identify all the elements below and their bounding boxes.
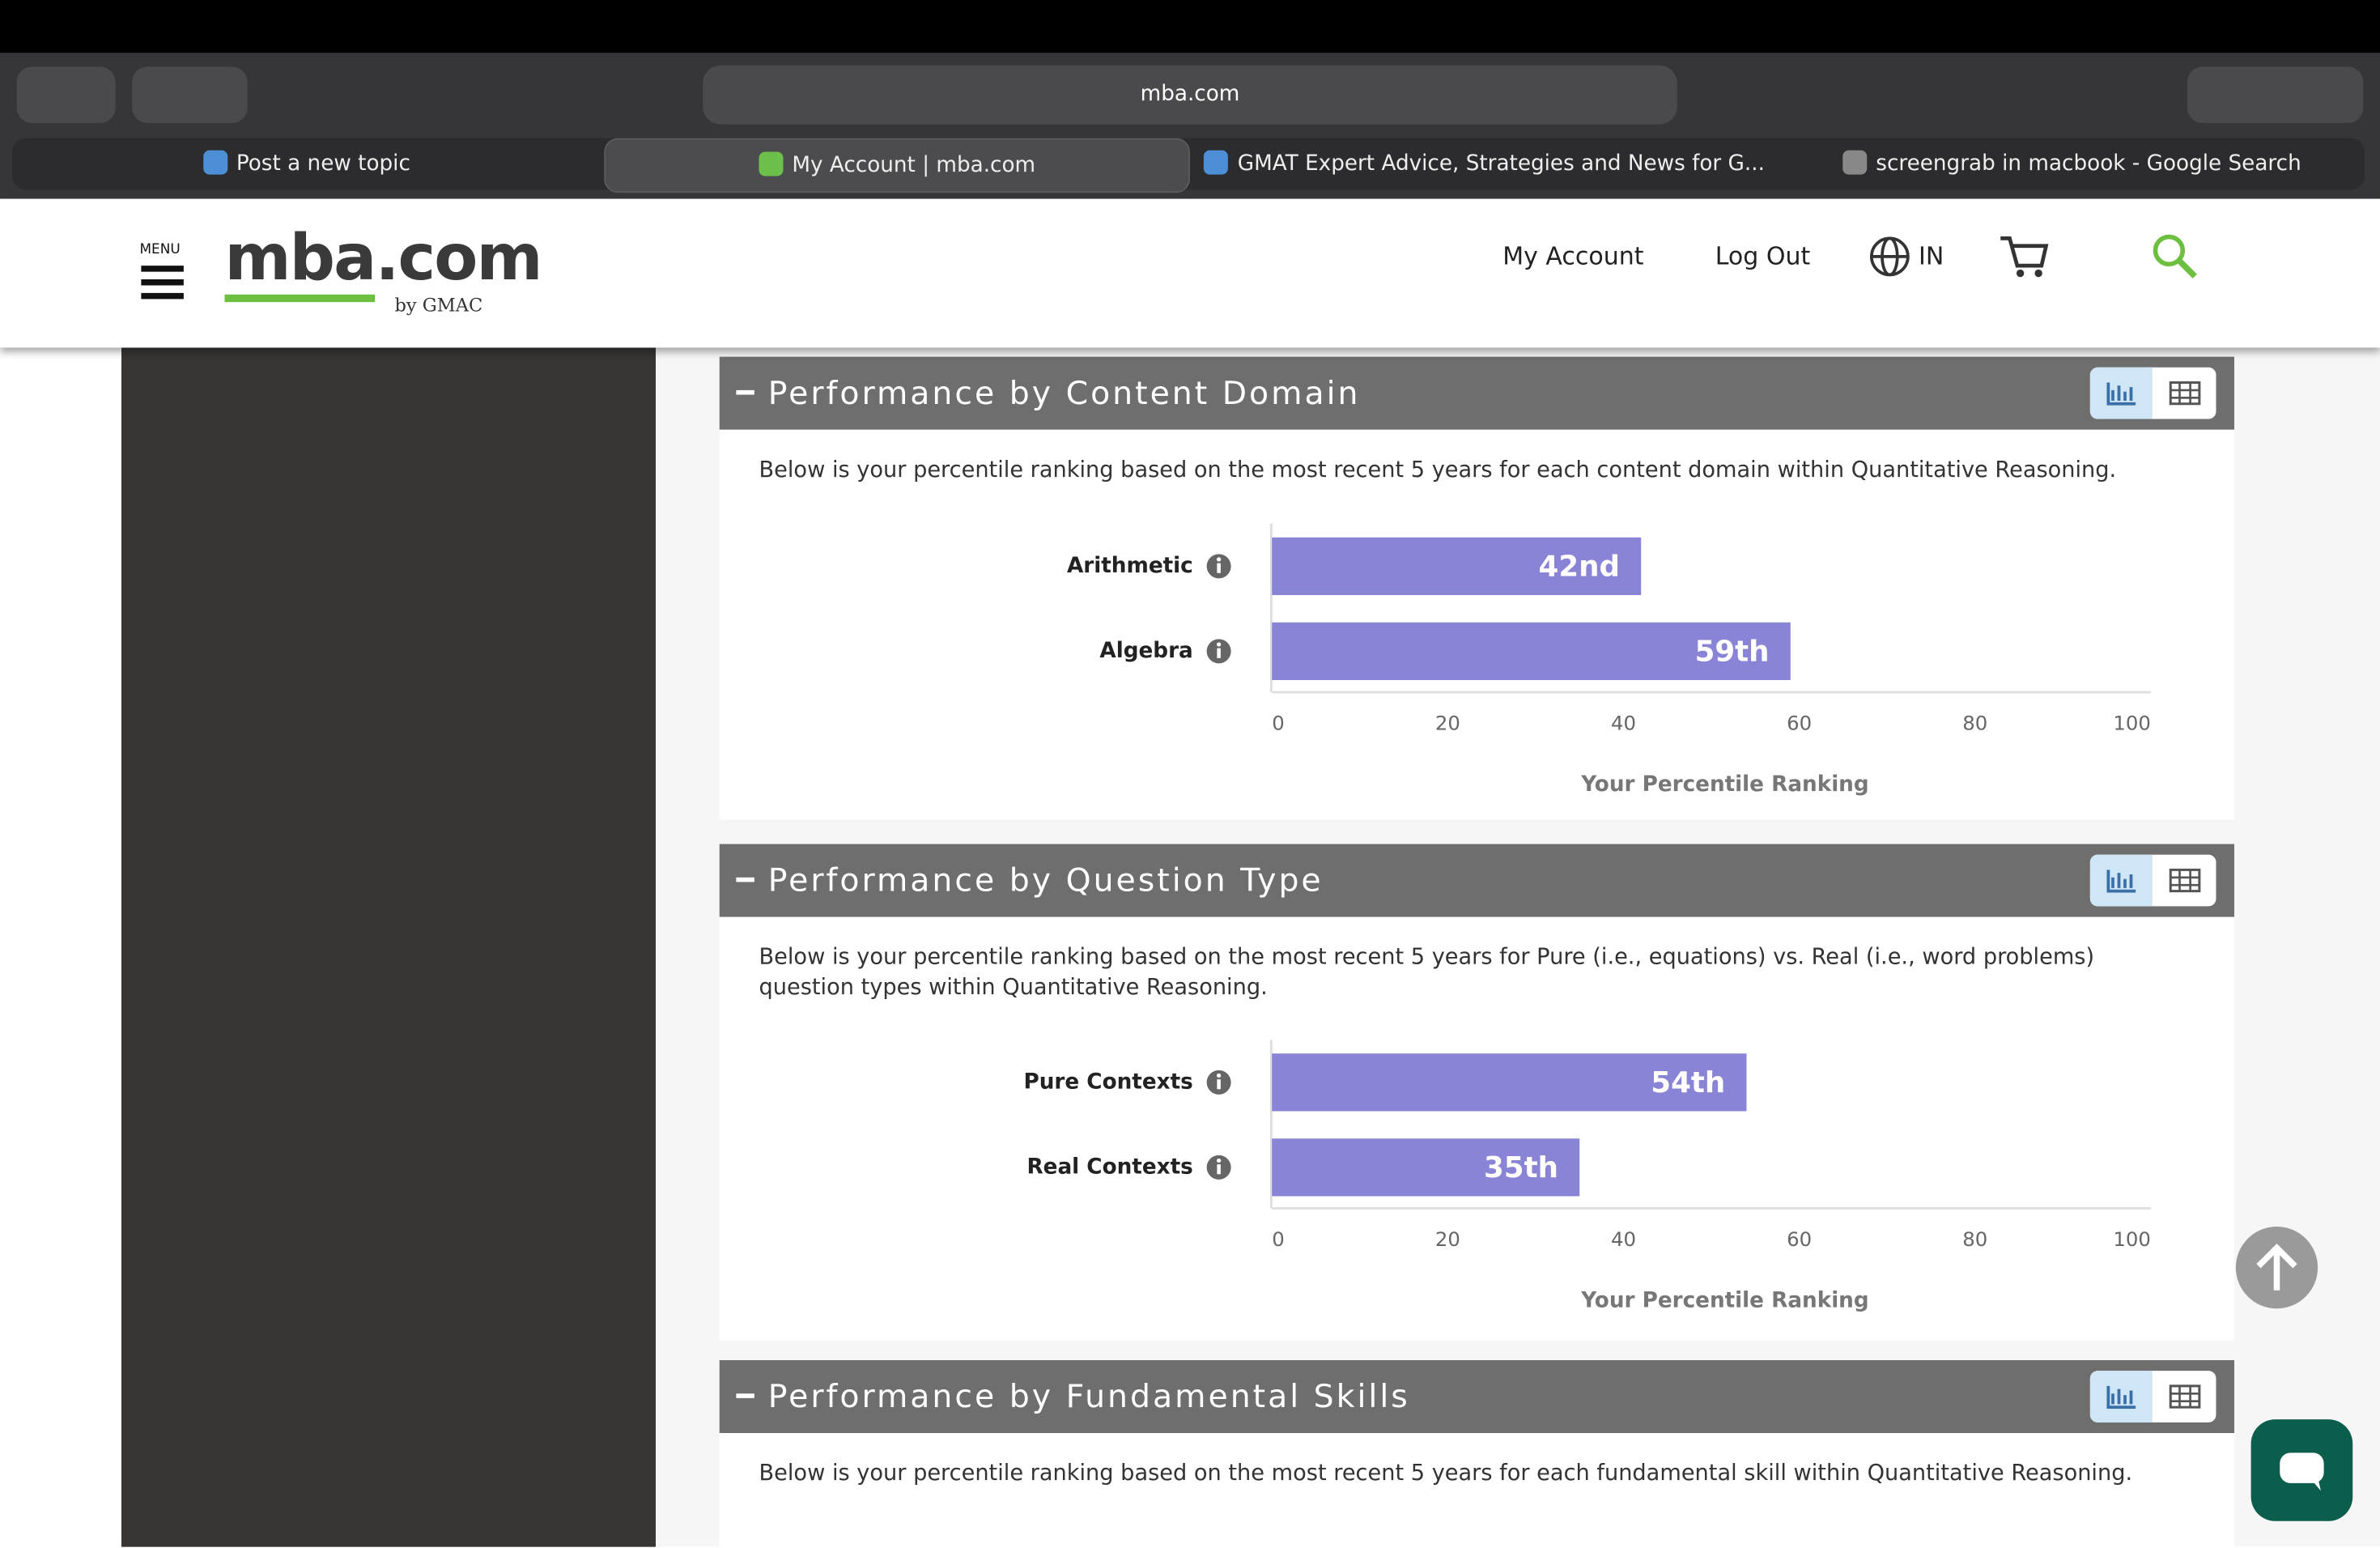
chat-button[interactable] bbox=[2250, 1419, 2353, 1521]
section-title: Performance by Question Type bbox=[767, 862, 1324, 899]
x-tick-label: 40 bbox=[1611, 711, 1636, 734]
arrow-icon bbox=[2256, 1243, 2297, 1291]
x-tick-label: 20 bbox=[1435, 1227, 1460, 1251]
tab[interactable]: My Account | mba.com bbox=[604, 138, 1190, 194]
table-icon[interactable] bbox=[2154, 1371, 2216, 1423]
category-label: Pure Contexts bbox=[1023, 1070, 1192, 1094]
section-header[interactable]: Performance by Content Domain bbox=[719, 356, 2234, 430]
info-icon-mark bbox=[1217, 1079, 1221, 1090]
logo[interactable]: mba.com bbox=[224, 219, 543, 303]
sidebar-button[interactable] bbox=[16, 66, 116, 123]
x-tick-label: 80 bbox=[1962, 1227, 1987, 1251]
chart: 0 20 40 60 80 100 Your Percentile Ranking Arith… bbox=[1067, 523, 2151, 797]
x-tick-label: 80 bbox=[1962, 711, 1987, 734]
info-icon-mark bbox=[1217, 1158, 1222, 1163]
info-icon-mark bbox=[1217, 1073, 1222, 1078]
tab[interactable]: Post a new topic bbox=[15, 138, 598, 190]
cart-icon[interactable] bbox=[1998, 232, 2050, 281]
bar bbox=[1272, 622, 1791, 680]
menu-label[interactable]: MENU bbox=[139, 243, 181, 258]
section-header[interactable]: Performance by Question Type bbox=[719, 844, 2234, 917]
logo-sub: by GMAC bbox=[394, 294, 483, 316]
tab-title: screengrab in macbook - Google Search bbox=[1876, 151, 2301, 176]
x-tick-label: 100 bbox=[2113, 1227, 2150, 1251]
x-tick-label: 0 bbox=[1272, 1227, 1285, 1251]
category-label: Algebra bbox=[1099, 639, 1192, 663]
x-tick-label: 20 bbox=[1435, 711, 1460, 734]
panel bbox=[719, 915, 2234, 1341]
info-icon-mark bbox=[1217, 642, 1222, 647]
region[interactable]: IN bbox=[1919, 241, 1944, 270]
category-label: Real Contexts bbox=[1026, 1155, 1192, 1179]
sidebar bbox=[121, 347, 656, 1547]
chart: 0 20 40 60 80 100 Your Percentile Ranking Pure … bbox=[1023, 1040, 2151, 1312]
search-icon[interactable] bbox=[2151, 232, 2199, 281]
table-icon[interactable] bbox=[2154, 368, 2216, 419]
category-label: Arithmetic bbox=[1067, 554, 1193, 578]
globe-icon[interactable] bbox=[1868, 236, 1911, 279]
info-icon-mark bbox=[1217, 648, 1221, 658]
nav-link[interactable]: My Account bbox=[1502, 241, 1644, 270]
section-title: Performance by Content Domain bbox=[767, 375, 1361, 412]
window-buttons[interactable] bbox=[2187, 66, 2364, 123]
tab[interactable]: screengrab in macbook - Google Search bbox=[1782, 138, 2361, 190]
info-icon-mark bbox=[1217, 563, 1221, 573]
section-header[interactable]: Performance by Fundamental Skills bbox=[719, 1360, 2234, 1433]
x-tick-label: 0 bbox=[1272, 711, 1285, 734]
x-tick-label: 100 bbox=[2113, 711, 2150, 734]
x-tick-label: 60 bbox=[1787, 1227, 1812, 1251]
nav-link[interactable]: Log Out bbox=[1715, 241, 1811, 270]
x-axis-label: Your Percentile Ranking bbox=[1580, 1288, 1868, 1312]
nav-buttons[interactable] bbox=[132, 66, 248, 123]
chart-view-button[interactable] bbox=[2089, 1371, 2153, 1423]
x-tick-label: 40 bbox=[1611, 1227, 1636, 1251]
value-label: 59th bbox=[1695, 635, 1770, 668]
chart-view-button[interactable] bbox=[2089, 854, 2153, 907]
info-icon-mark bbox=[1217, 1164, 1221, 1175]
chat-icon bbox=[2280, 1452, 2324, 1491]
tab-title: GMAT Expert Advice, Strategies and News … bbox=[1237, 151, 1765, 176]
value-label: 35th bbox=[1484, 1151, 1558, 1184]
table-icon[interactable] bbox=[2154, 855, 2216, 907]
section-description: Below is your percentile ranking based o… bbox=[759, 1461, 2133, 1486]
menu-bar bbox=[0, 0, 2380, 53]
tab-title: Post a new topic bbox=[236, 151, 410, 176]
bar bbox=[1272, 1053, 1747, 1112]
view-toggle[interactable] bbox=[2089, 1371, 2216, 1423]
value-label: 54th bbox=[1651, 1066, 1725, 1099]
bar-icon bbox=[2106, 870, 2136, 893]
section-description: Below is your percentile ranking based o… bbox=[759, 458, 2117, 483]
tab[interactable]: GMAT Expert Advice, Strategies and News … bbox=[1193, 138, 1776, 190]
logo-main: mba bbox=[224, 219, 376, 303]
site-header: MENU mba.com by GMAC My Account Log Out … bbox=[0, 198, 2380, 348]
x-tick-label: 60 bbox=[1787, 711, 1812, 734]
view-toggle[interactable] bbox=[2089, 854, 2216, 907]
tab-title: My Account | mba.com bbox=[792, 153, 1036, 178]
chart-view-button[interactable] bbox=[2089, 367, 2153, 419]
info-icon-mark bbox=[1217, 557, 1222, 562]
section-description: Below is your percentile ranking based o… bbox=[759, 946, 2095, 1001]
view-toggle[interactable] bbox=[2089, 367, 2216, 419]
bar-icon bbox=[2106, 1385, 2136, 1409]
scroll-top-button[interactable] bbox=[2235, 1227, 2318, 1309]
logo-tld: .com bbox=[375, 219, 542, 295]
panel bbox=[719, 1431, 2234, 1547]
x-axis-label: Your Percentile Ranking bbox=[1580, 772, 1868, 797]
bar bbox=[1272, 1138, 1580, 1197]
bar-icon bbox=[2106, 382, 2136, 406]
menu-icon[interactable] bbox=[141, 266, 184, 272]
bar bbox=[1272, 537, 1642, 595]
address-bar[interactable]: mba.com bbox=[703, 65, 1677, 125]
section-title: Performance by Fundamental Skills bbox=[767, 1378, 1410, 1415]
value-label: 42nd bbox=[1539, 550, 1620, 583]
